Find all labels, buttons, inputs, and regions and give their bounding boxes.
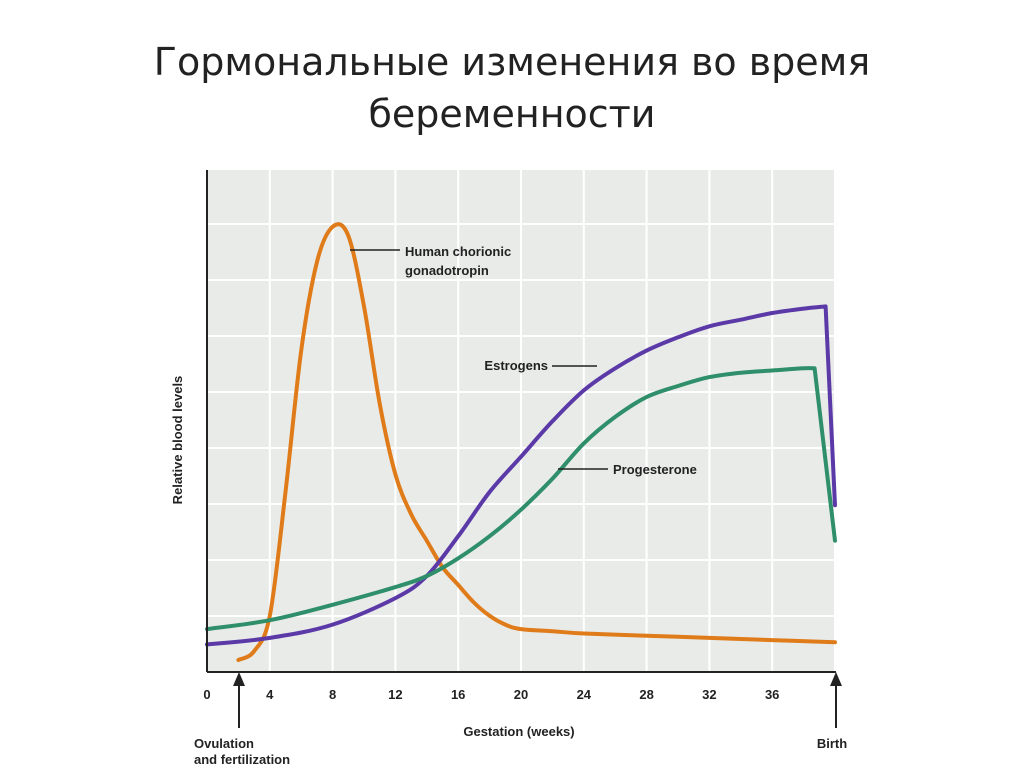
page-title: Гормональные изменения во время беременн… [0, 36, 1024, 140]
grid-lines [207, 170, 836, 672]
y-axis-label: Relative blood levels [170, 376, 185, 505]
series-lines [205, 222, 837, 662]
x-tick-label: 32 [702, 687, 716, 702]
x-tick-label: 20 [514, 687, 528, 702]
x-tick-label: 36 [765, 687, 779, 702]
x-tick-labels: 0 4 8 12 16 20 24 28 32 36 [203, 687, 779, 702]
x-axis-label: Gestation (weeks) [463, 724, 574, 739]
birth-label: Birth [817, 736, 847, 751]
ovulation-arrow-head [233, 672, 245, 686]
x-tick-label: 0 [203, 687, 210, 702]
x-tick-label: 16 [451, 687, 465, 702]
title-line-2: беременности [368, 92, 656, 136]
hcg-line [236, 222, 837, 662]
ovulation-label-line-2: and fertilization [194, 752, 290, 767]
x-tick-label: 28 [639, 687, 653, 702]
progesterone-label: Progesterone [613, 462, 697, 477]
x-tick-label: 4 [266, 687, 274, 702]
hcg-label-line-2: gonadotropin [405, 263, 489, 278]
x-tick-label: 12 [388, 687, 402, 702]
estrogens-line [205, 304, 837, 647]
estrogens-label: Estrogens [484, 358, 548, 373]
birth-arrow-head [830, 672, 842, 686]
x-tick-label: 24 [577, 687, 592, 702]
x-tick-label: 8 [329, 687, 336, 702]
title-line-1: Гормональные изменения во время [153, 40, 871, 84]
progesterone-line [205, 366, 837, 632]
ovulation-label-line-1: Ovulation [194, 736, 254, 751]
hcg-label-line-1: Human chorionic [405, 244, 511, 259]
